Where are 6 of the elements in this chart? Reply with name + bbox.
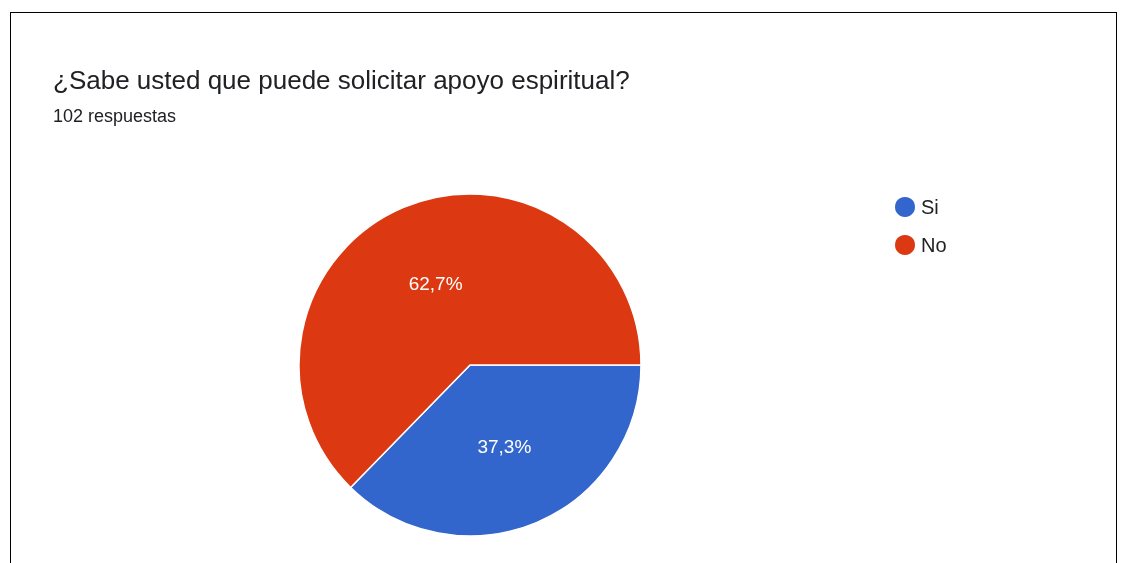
chart-title: ¿Sabe usted que puede solicitar apoyo espiritual? <box>53 65 630 95</box>
legend-label: Si <box>921 196 939 218</box>
legend-label: No <box>921 234 947 256</box>
data-label: 37,3% <box>477 436 532 458</box>
text: 102 respuestas <box>53 106 177 126</box>
data-label: 62,7% <box>408 272 463 294</box>
